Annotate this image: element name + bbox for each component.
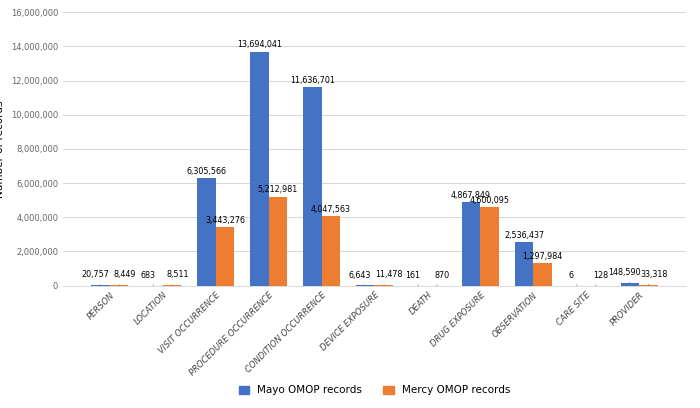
Text: 5,212,981: 5,212,981 [258, 185, 298, 194]
Text: 870: 870 [435, 271, 450, 286]
Text: 683: 683 [141, 271, 155, 286]
Text: 3,443,276: 3,443,276 [205, 215, 245, 224]
Legend: Mayo OMOP records, Mercy OMOP records: Mayo OMOP records, Mercy OMOP records [239, 385, 510, 395]
Bar [321, 217, 340, 286]
Bar [269, 197, 287, 286]
Text: 161: 161 [405, 271, 420, 286]
Text: 4,047,563: 4,047,563 [311, 205, 351, 214]
Text: 6,643: 6,643 [349, 271, 371, 286]
Text: 33,318: 33,318 [640, 270, 668, 285]
Bar [303, 87, 321, 286]
Bar [480, 207, 499, 286]
Text: 8,449: 8,449 [113, 271, 136, 286]
Bar [197, 178, 216, 286]
Text: 8,511: 8,511 [167, 271, 189, 286]
Text: 128: 128 [594, 271, 608, 286]
Text: 11,478: 11,478 [376, 271, 403, 286]
Text: 4,867,849: 4,867,849 [451, 191, 491, 200]
Y-axis label: Number of records: Number of records [0, 100, 5, 197]
Text: 148,590: 148,590 [608, 268, 640, 283]
Bar [639, 285, 658, 286]
Bar [462, 202, 480, 286]
Text: 11,636,701: 11,636,701 [290, 75, 335, 84]
Text: 2,536,437: 2,536,437 [504, 231, 544, 240]
Text: 6: 6 [569, 271, 577, 286]
Text: 20,757: 20,757 [81, 270, 109, 285]
Bar [621, 283, 639, 286]
Bar [216, 227, 234, 286]
Text: 6,305,566: 6,305,566 [186, 167, 226, 176]
Text: 4,600,095: 4,600,095 [470, 196, 510, 205]
Text: 13,694,041: 13,694,041 [237, 40, 282, 49]
Bar [250, 52, 269, 286]
Text: 1,297,984: 1,297,984 [522, 252, 563, 261]
Bar [533, 264, 552, 286]
Bar [514, 242, 533, 286]
